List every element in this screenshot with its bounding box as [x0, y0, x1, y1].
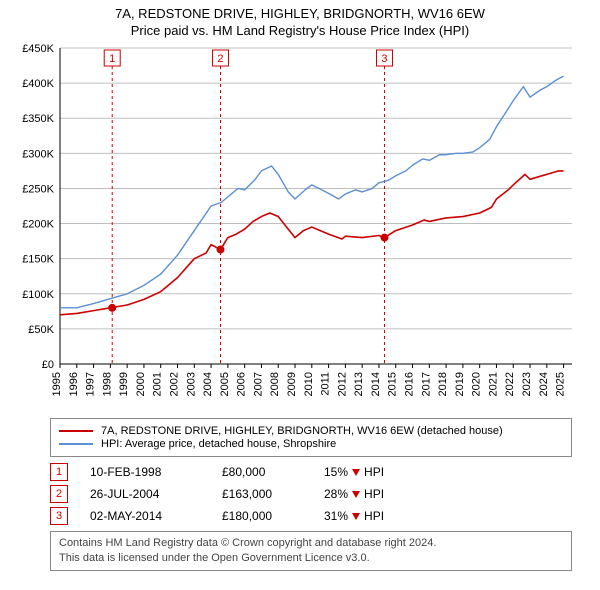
legend-item-property: 7A, REDSTONE DRIVE, HIGHLEY, BRIDGNORTH,…	[59, 425, 563, 437]
svg-text:£100K: £100K	[22, 289, 54, 301]
event-badge-1: 1	[50, 463, 68, 481]
svg-text:2000: 2000	[135, 372, 147, 396]
svg-text:2007: 2007	[252, 372, 264, 396]
svg-text:2005: 2005	[219, 372, 231, 396]
svg-text:2017: 2017	[420, 372, 432, 396]
svg-text:£150K: £150K	[22, 254, 54, 266]
event-badge-2: 2	[50, 485, 68, 503]
svg-text:£200K: £200K	[22, 219, 54, 231]
svg-text:2012: 2012	[336, 372, 348, 396]
svg-text:2014: 2014	[370, 372, 382, 396]
event-row-1: 1 10-FEB-1998 £80,000 15% HPI	[50, 463, 572, 481]
svg-text:1998: 1998	[101, 372, 113, 396]
event-date-2: 26-JUL-2004	[90, 487, 200, 501]
legend-item-hpi: HPI: Average price, detached house, Shro…	[59, 438, 563, 450]
legend-box: 7A, REDSTONE DRIVE, HIGHLEY, BRIDGNORTH,…	[50, 418, 572, 457]
arrow-down-icon	[352, 469, 360, 476]
svg-text:£50K: £50K	[28, 324, 54, 336]
svg-text:3: 3	[381, 53, 387, 65]
svg-text:2020: 2020	[471, 372, 483, 396]
svg-text:2009: 2009	[286, 372, 298, 396]
event-row-3: 3 02-MAY-2014 £180,000 31% HPI	[50, 507, 572, 525]
svg-text:2024: 2024	[538, 372, 550, 396]
legend-label-property: 7A, REDSTONE DRIVE, HIGHLEY, BRIDGNORTH,…	[101, 425, 503, 437]
event-row-2: 2 26-JUL-2004 £163,000 28% HPI	[50, 485, 572, 503]
svg-text:2011: 2011	[320, 372, 332, 396]
event-badge-3: 3	[50, 507, 68, 525]
event-diff-2: 28% HPI	[324, 487, 384, 501]
svg-text:£250K: £250K	[22, 183, 54, 195]
legend-swatch-property	[59, 430, 93, 432]
svg-text:£0: £0	[42, 359, 54, 371]
legend-swatch-hpi	[59, 443, 93, 445]
svg-text:1999: 1999	[118, 372, 130, 396]
chart-svg: £0 £50K £100K £150K £200K £250K £300K £350K £400…	[10, 42, 590, 412]
attribution-box: Contains HM Land Registry data © Crown c…	[50, 531, 572, 571]
svg-text:2019: 2019	[454, 372, 466, 396]
event-price-3: £180,000	[222, 509, 302, 523]
svg-text:2025: 2025	[555, 372, 567, 396]
svg-text:2010: 2010	[303, 372, 315, 396]
svg-text:2016: 2016	[404, 372, 416, 396]
svg-text:1996: 1996	[68, 372, 80, 396]
event-diff-1: 15% HPI	[324, 465, 384, 479]
event-price-2: £163,000	[222, 487, 302, 501]
svg-text:2006: 2006	[236, 372, 248, 396]
svg-text:2: 2	[217, 53, 223, 65]
svg-text:2001: 2001	[152, 372, 164, 396]
svg-text:2022: 2022	[504, 372, 516, 396]
svg-text:2004: 2004	[202, 372, 214, 396]
svg-text:£450K: £450K	[22, 43, 54, 55]
svg-text:2015: 2015	[387, 372, 399, 396]
chart-title-line2: Price paid vs. HM Land Registry's House …	[8, 23, 592, 38]
svg-text:£300K: £300K	[22, 148, 54, 160]
arrow-down-icon	[352, 491, 360, 498]
event-diff-3: 31% HPI	[324, 509, 384, 523]
svg-text:1: 1	[109, 53, 115, 65]
event-price-1: £80,000	[222, 465, 302, 479]
attribution-line2: This data is licensed under the Open Gov…	[59, 551, 563, 566]
svg-text:2021: 2021	[487, 372, 499, 396]
svg-text:£350K: £350K	[22, 113, 54, 125]
sale-events: 1 10-FEB-1998 £80,000 15% HPI 2 26-JUL-2…	[50, 463, 572, 525]
event-date-1: 10-FEB-1998	[90, 465, 200, 479]
svg-text:2018: 2018	[437, 372, 449, 396]
svg-text:1995: 1995	[51, 372, 63, 396]
price-chart: £0 £50K £100K £150K £200K £250K £300K £350K £400…	[10, 42, 590, 412]
svg-text:2023: 2023	[521, 372, 533, 396]
svg-text:£400K: £400K	[22, 78, 54, 90]
event-date-3: 02-MAY-2014	[90, 509, 200, 523]
chart-title-line1: 7A, REDSTONE DRIVE, HIGHLEY, BRIDGNORTH,…	[8, 6, 592, 21]
svg-text:2003: 2003	[185, 372, 197, 396]
attribution-line1: Contains HM Land Registry data © Crown c…	[59, 536, 563, 551]
arrow-down-icon	[352, 513, 360, 520]
svg-text:1997: 1997	[85, 372, 97, 396]
svg-text:2013: 2013	[353, 372, 365, 396]
legend-label-hpi: HPI: Average price, detached house, Shro…	[101, 438, 336, 450]
svg-text:2008: 2008	[269, 372, 281, 396]
svg-text:2002: 2002	[169, 372, 181, 396]
